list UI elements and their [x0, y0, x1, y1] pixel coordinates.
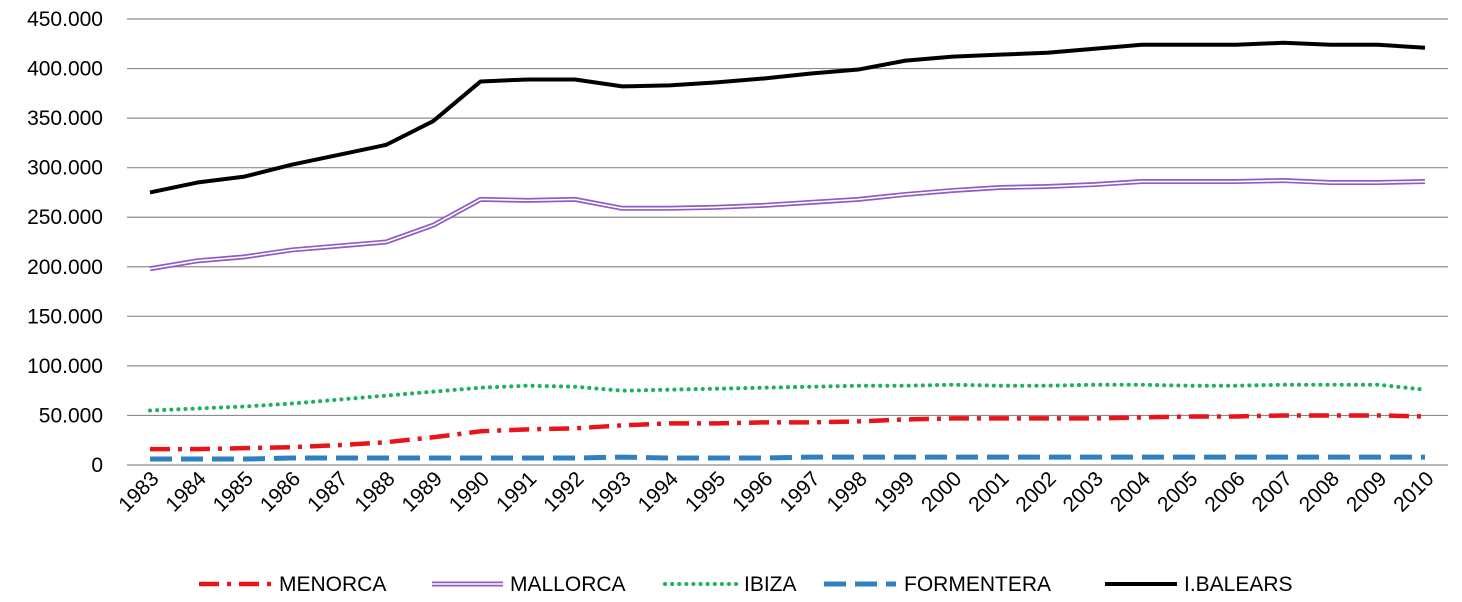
x-tick-label: 1995 [681, 467, 730, 516]
x-tick-label: 1998 [823, 467, 872, 516]
x-tick-label: 2000 [917, 467, 966, 516]
y-tick-label: 300.000 [27, 157, 103, 180]
x-tick-label: 2004 [1106, 467, 1156, 517]
x-tick-label: 1988 [350, 467, 399, 516]
x-tick-label: 2006 [1200, 467, 1249, 516]
legend-item: IBIZA [663, 573, 797, 596]
x-tick-label: 2008 [1295, 467, 1344, 516]
series-menorca [150, 413, 1426, 452]
legend-label: I.BALEARS [1184, 573, 1293, 596]
x-tick-label: 1983 [114, 467, 163, 516]
y-tick-label: 0 [91, 454, 103, 477]
x-axis-ticks: 1983198419851986198719881989199019911992… [114, 467, 1438, 517]
series-line [150, 413, 1426, 452]
x-tick-label: 1993 [586, 467, 635, 516]
x-tick-label: 1996 [728, 467, 777, 516]
y-tick-label: 250.000 [27, 206, 103, 229]
series-line [148, 382, 1427, 413]
x-tick-label: 1984 [161, 467, 211, 517]
series-formentera [150, 454, 1425, 462]
x-tick-label: 1992 [539, 467, 588, 516]
y-tick-label: 50.000 [39, 404, 103, 427]
x-tick-label: 1985 [209, 467, 258, 516]
series-line-outer [149, 178, 1426, 272]
y-tick-label: 100.000 [27, 355, 103, 378]
legend: MENORCA MALLORCA IBIZA FORMENTERA I.BALEARS [199, 573, 1293, 596]
x-tick-label: 1990 [445, 467, 494, 516]
x-tick-label: 1989 [398, 467, 447, 516]
x-tick-label: 1999 [870, 467, 919, 516]
legend-item: MALLORCA [432, 573, 626, 596]
series-line [149, 40, 1426, 195]
series-line [150, 454, 1425, 462]
series-lines [148, 40, 1427, 462]
legend-item: MENORCA [199, 573, 386, 596]
x-tick-label: 1997 [775, 467, 824, 516]
series-ibiza [148, 382, 1427, 413]
x-tick-label: 1987 [303, 467, 352, 516]
legend-label: MENORCA [279, 573, 386, 596]
x-tick-label: 2001 [964, 467, 1013, 516]
x-tick-label: 1991 [492, 467, 541, 516]
legend-item: I.BALEARS [1105, 573, 1293, 596]
series-i-balears [149, 40, 1426, 195]
gridlines [127, 18, 1448, 466]
legend-label: MALLORCA [510, 573, 626, 596]
series-mallorca [149, 178, 1426, 272]
x-tick-label: 1986 [256, 467, 305, 516]
x-tick-label: 2007 [1248, 467, 1297, 516]
series-line-inner [149, 179, 1426, 270]
x-tick-label: 1994 [634, 467, 684, 517]
legend-label: IBIZA [744, 573, 797, 596]
x-tick-label: 2003 [1059, 467, 1108, 516]
y-tick-label: 200.000 [27, 256, 103, 279]
legend-item: FORMENTERA [824, 573, 1051, 596]
x-tick-label: 2010 [1389, 467, 1438, 516]
y-tick-label: 150.000 [27, 305, 103, 328]
x-tick-label: 2009 [1342, 467, 1391, 516]
x-tick-label: 2005 [1153, 467, 1202, 516]
y-axis-ticks: 0 50.000 100.000 150.000 200.000 250.000 300.0… [27, 8, 103, 477]
legend-label: FORMENTERA [904, 573, 1051, 596]
y-tick-label: 450.000 [27, 8, 103, 31]
y-tick-label: 400.000 [27, 58, 103, 81]
x-tick-label: 2002 [1011, 467, 1060, 516]
y-tick-label: 350.000 [27, 107, 103, 130]
